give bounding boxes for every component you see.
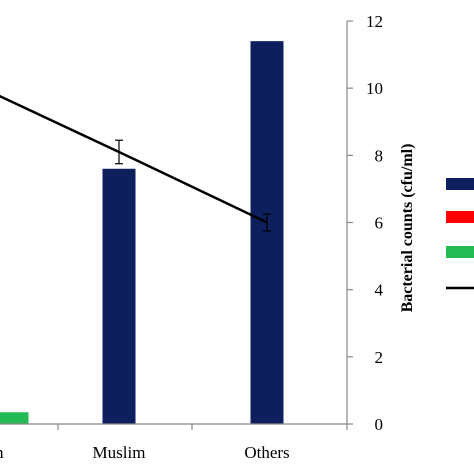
y2-tick-label: 12 [366, 12, 383, 31]
trend-line-layer [0, 94, 271, 232]
legend-swatch [446, 246, 474, 258]
legend-swatch [446, 211, 474, 223]
error-bar [115, 139, 123, 165]
y2-tick-label: 8 [375, 146, 384, 165]
y2-tick-label: 4 [375, 281, 384, 300]
category-labels: m Muslim Others [0, 443, 290, 462]
category-label: m [0, 443, 4, 462]
legend [446, 178, 474, 290]
bars-layer [0, 41, 284, 425]
secondary-y-axis-title: Bacterial counts (cfu/ml) [399, 144, 416, 313]
bar [250, 41, 284, 425]
error-bar [263, 213, 271, 232]
y2-tick-label: 0 [375, 415, 384, 434]
category-label: Muslim [93, 443, 146, 462]
secondary-y-axis-ticks: 0 2 4 6 8 10 12 [57, 12, 384, 434]
y2-tick-label: 10 [366, 79, 383, 98]
bar [102, 168, 136, 424]
category-label: Others [244, 443, 289, 462]
legend-swatch [446, 178, 474, 190]
y2-tick-label: 2 [375, 348, 384, 367]
y2-tick-label: 6 [375, 214, 384, 233]
bar [0, 412, 29, 424]
